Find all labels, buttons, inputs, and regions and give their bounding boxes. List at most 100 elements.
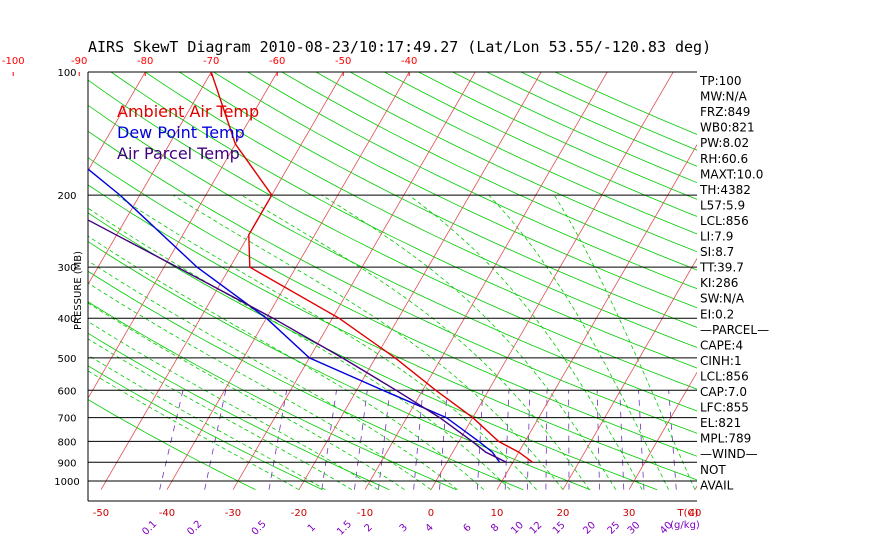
- moist-adiabat-line: [88, 235, 485, 490]
- index-item: EL:821: [700, 416, 741, 430]
- index-item: —PARCEL—: [700, 323, 769, 337]
- mixing-ratio-line: [638, 390, 645, 490]
- isotherm-line: [562, 257, 697, 490]
- bottom-axis-unit: T(C): [677, 508, 699, 519]
- isotherm-line: [166, 72, 410, 490]
- isotherm-line: [298, 72, 542, 490]
- plot-frame: [87, 71, 697, 502]
- dry-adiabat-line: [281, 72, 697, 271]
- mixing-ratio-label: 15: [551, 520, 568, 537]
- index-item: LFC:855: [700, 401, 749, 415]
- pressure-tick-label: 600: [57, 386, 76, 397]
- isotherm-line: [232, 72, 476, 490]
- mixing-ratio-line: [545, 390, 548, 490]
- mixing-ratio-line: [321, 390, 337, 490]
- mixing-ratio-line: [268, 390, 288, 490]
- bottom-tick-label: 20: [557, 508, 570, 519]
- mixing-ratio-label: 1.5: [335, 519, 354, 538]
- isotherm-line: [628, 371, 697, 490]
- bottom-tick-label: 30: [623, 508, 636, 519]
- series-line-dew-point-temp: [88, 168, 501, 463]
- mixing-ratio-line: [526, 390, 531, 490]
- isotherm-line: [430, 72, 674, 490]
- moist-adiabat-line: [488, 194, 669, 490]
- pressure-tick-label: 100: [57, 68, 76, 79]
- pressure-tick-label: 200: [57, 191, 76, 202]
- index-item: RH:60.6: [700, 152, 748, 166]
- pressure-tick-label: 400: [57, 314, 76, 325]
- moist-adiabat-line: [88, 320, 379, 491]
- moist-adiabats: [88, 194, 696, 491]
- moist-adiabat-line: [321, 194, 617, 490]
- index-item: MW:N/A: [700, 90, 748, 104]
- dry-adiabat-line: [88, 79, 697, 390]
- index-item: PW:8.02: [700, 136, 749, 150]
- top-tick-label: -50: [335, 56, 351, 67]
- mixing-ratio-label: 4: [424, 522, 436, 534]
- legend-entry: Ambient Air Temp: [117, 102, 259, 121]
- mixing-ratio-line: [504, 390, 510, 490]
- y-axis-label: PRESSURE (MB): [73, 251, 84, 330]
- moist-adiabat-line: [88, 282, 432, 491]
- index-item: SW:N/A: [700, 292, 745, 306]
- dry-adiabat-line: [452, 72, 697, 184]
- index-item: WB0:821: [700, 121, 755, 135]
- index-item: CINH:1: [700, 354, 742, 368]
- pressure-tick-label: 300: [57, 263, 76, 274]
- index-item: CAP:7.0: [700, 385, 747, 399]
- mixing-ratio-label: 6: [461, 522, 473, 534]
- dry-adiabat-line: [144, 72, 697, 348]
- index-item: LCL:856: [700, 369, 749, 383]
- mixing-ratio-label: 12: [528, 520, 545, 537]
- isobars: [88, 194, 697, 482]
- bottom-tick-label: 10: [491, 508, 504, 519]
- dry-adiabat-line: [213, 72, 697, 309]
- series-line-air-parcel-temp: [88, 219, 507, 463]
- moist-adiabat-line: [88, 338, 353, 491]
- moist-adiabat-line: [553, 194, 696, 490]
- bottom-tick-label: 0: [428, 508, 434, 519]
- top-tick-label: -90: [71, 56, 87, 67]
- isotherm-line: [88, 72, 212, 286]
- mixing-ratio-label: 0.5: [250, 519, 269, 538]
- index-item: TT:39.7: [699, 261, 744, 275]
- index-item: TP:100: [699, 74, 742, 88]
- dry-adiabat-line: [88, 241, 591, 491]
- index-item: AVAIL: [700, 478, 734, 492]
- moist-adiabat-line: [88, 354, 326, 491]
- chart-title: AIRS SkewT Diagram 2010-08-23/10:17:49.2…: [88, 38, 711, 56]
- dry-adiabat-line: [384, 72, 697, 217]
- mixing-ratio-label: 0.1: [140, 519, 159, 538]
- index-item: LCL:856: [700, 214, 749, 228]
- moist-adiabat-line: [88, 260, 458, 491]
- moist-adiabat-line: [408, 194, 643, 490]
- dry-adiabat-line: [88, 399, 256, 491]
- mixing-ratio-label: 3: [398, 522, 410, 534]
- dry-adiabats: [88, 72, 697, 491]
- dry-adiabat-line: [88, 157, 697, 457]
- pressure-tick-label: 500: [57, 354, 76, 365]
- isotherms: [88, 72, 697, 490]
- dry-adiabat-line: [350, 72, 697, 235]
- mixing-ratio-line: [619, 390, 625, 490]
- top-tick-label: -70: [203, 56, 219, 67]
- moist-adiabat-line: [116, 194, 537, 490]
- dry-adiabat-line: [88, 104, 697, 412]
- mixing-ratio-label: 2: [363, 522, 375, 534]
- mixing-ratio-label: 0.2: [185, 519, 204, 538]
- mixing-ratio-label: 25: [606, 520, 623, 537]
- dry-adiabat-line: [110, 72, 697, 369]
- bottom-tick-label: -20: [291, 508, 307, 519]
- pressure-axis: 1000 900 800 700 600 500 400 300 200 100: [54, 68, 79, 488]
- dry-adiabat-line: [520, 72, 697, 151]
- dry-adiabat-line: [88, 332, 390, 491]
- mixing-ratio-line: [354, 390, 368, 490]
- legend-entry: Dew Point Temp: [117, 123, 245, 142]
- dry-adiabat-line: [179, 72, 697, 328]
- dry-adiabat-line: [88, 130, 697, 434]
- index-item: LI:7.9: [700, 230, 733, 244]
- mixing-ratio-label: 30: [626, 520, 643, 537]
- series-line-ambient-air-temp: [210, 72, 534, 463]
- bottom-tick-label: -10: [357, 508, 373, 519]
